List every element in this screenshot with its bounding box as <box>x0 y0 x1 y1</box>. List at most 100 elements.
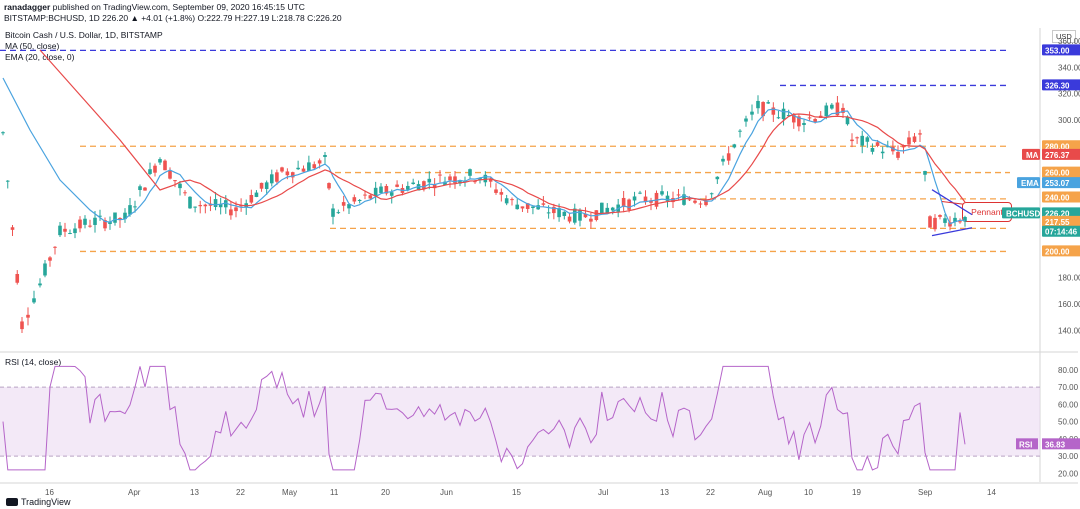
candle-body <box>766 102 771 104</box>
ma-line <box>39 49 966 215</box>
candle-body <box>183 192 187 194</box>
ma-legend[interactable]: MA (50, close) <box>5 41 60 51</box>
price-tag-value: 226.20 <box>1045 209 1070 218</box>
price-tick-label: 180.00 <box>1058 274 1080 283</box>
price-tick-label: 340.00 <box>1058 63 1080 72</box>
candle-body <box>178 183 182 189</box>
candle-body <box>756 100 760 109</box>
candle-body <box>865 137 870 142</box>
candle-body <box>855 137 859 139</box>
time-tick-label: 16 <box>45 488 54 497</box>
candle-body <box>38 283 42 286</box>
author-name[interactable]: ranadagger <box>4 2 51 12</box>
candle-body <box>357 199 362 201</box>
candle-body <box>389 192 394 196</box>
candle-body <box>133 206 137 208</box>
candle-body <box>552 206 556 214</box>
tradingview-brand[interactable]: TradingView <box>6 497 71 507</box>
price-tag-bg <box>1042 177 1080 189</box>
candle-body <box>627 199 631 210</box>
candle-body <box>168 170 172 179</box>
candle-body <box>473 181 477 183</box>
candle-body <box>918 133 922 135</box>
candle-body <box>285 171 290 176</box>
candle-body <box>850 139 854 142</box>
candle-body <box>761 102 765 117</box>
candle-body <box>103 220 107 229</box>
candle-body <box>244 203 249 208</box>
candle-body <box>802 122 806 125</box>
rsi-band <box>0 387 1040 457</box>
candle-body <box>411 182 415 184</box>
candle-body <box>732 144 737 148</box>
rsi-tick-label: 60.00 <box>1058 400 1079 409</box>
price-tag-name-bg <box>1017 177 1040 189</box>
candles <box>1 95 967 333</box>
candle-body <box>188 196 192 209</box>
candle-body <box>830 104 834 109</box>
candle-body <box>373 187 378 197</box>
candle-body <box>259 182 264 189</box>
time-tick-label: May <box>282 488 297 497</box>
price-tick-label: 320.00 <box>1058 90 1080 99</box>
candle-body <box>406 185 410 190</box>
candle-body <box>158 159 162 163</box>
candle-body <box>53 246 57 248</box>
candle-body <box>860 135 865 146</box>
candle-body <box>953 217 957 222</box>
candle-body <box>750 111 754 115</box>
candle-body <box>327 183 331 189</box>
candle-body <box>562 211 567 216</box>
candle-body <box>128 205 132 215</box>
candle-body <box>113 212 117 223</box>
candle-body <box>78 219 82 229</box>
time-tick-label: 20 <box>381 488 390 497</box>
candle-body <box>5 180 10 182</box>
rsi-line <box>2 365 966 471</box>
candle-body <box>870 148 875 152</box>
candle-body <box>600 202 604 214</box>
time-tick-label: Jun <box>440 488 453 497</box>
time-tick-label: Apr <box>128 488 141 497</box>
candle-body <box>721 158 725 162</box>
candle-body <box>448 176 452 181</box>
candle-body <box>824 105 829 117</box>
price-tag-name: BCHUSD <box>1006 209 1040 218</box>
currency-label[interactable]: USD <box>1052 30 1076 43</box>
candle-body <box>488 179 493 182</box>
candle-body <box>163 160 167 171</box>
time-tick-label: 13 <box>190 488 199 497</box>
candle-body <box>223 200 228 208</box>
candle-body <box>296 167 300 170</box>
candle-body <box>698 203 703 205</box>
rsi-legend[interactable]: RSI (14, close) <box>5 357 62 367</box>
ema-legend[interactable]: EMA (20, close, 0) <box>5 52 75 62</box>
candle-body <box>875 142 880 146</box>
candle-body <box>118 218 122 221</box>
candle-body <box>63 228 67 232</box>
candle-body <box>254 192 259 197</box>
candle-body <box>715 176 720 180</box>
candle-body <box>312 164 317 169</box>
price-tag-value: 200.00 <box>1045 247 1070 256</box>
candle-body <box>928 216 932 228</box>
price-tag-bg <box>1042 225 1080 237</box>
candle-body <box>912 136 917 142</box>
candle-body <box>352 197 357 202</box>
candle-body <box>301 168 306 172</box>
candle-body <box>123 212 127 220</box>
candle-body <box>546 212 551 214</box>
candle-body <box>213 199 218 207</box>
candle-body <box>20 321 24 330</box>
rsi-tick-label: 50.00 <box>1058 418 1079 427</box>
candle-body <box>15 274 20 283</box>
candle-body <box>776 117 781 119</box>
candle-body <box>621 197 626 207</box>
price-tag-value: 253.07 <box>1045 179 1070 188</box>
candle-body <box>73 228 77 234</box>
rsi-tick-label: 70.00 <box>1058 383 1079 392</box>
price-tick-label: 160.00 <box>1058 300 1080 309</box>
candle-body <box>676 194 681 196</box>
candle-body <box>368 195 373 199</box>
